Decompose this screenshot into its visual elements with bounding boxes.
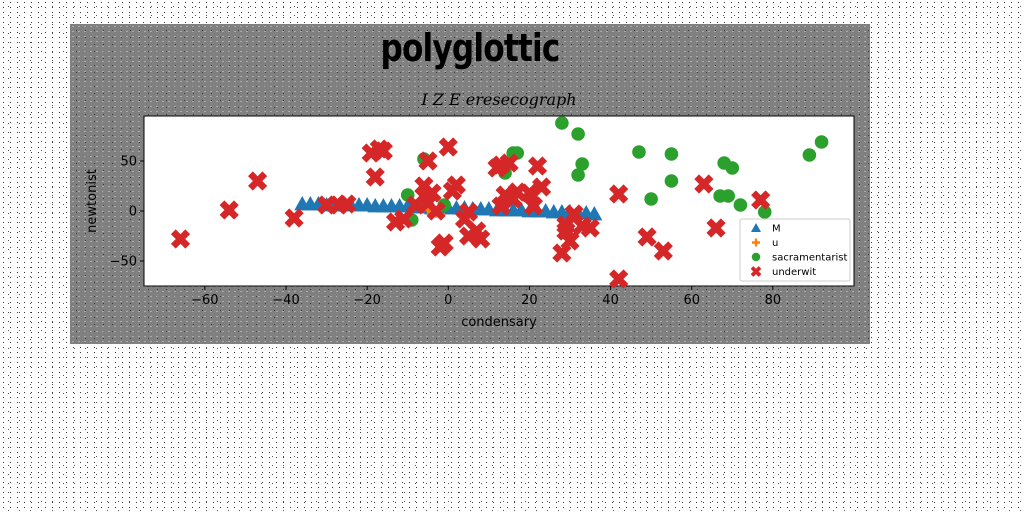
chart-title: I Z E eresecograph xyxy=(421,90,577,109)
figure-suptitle: polyglottic xyxy=(380,26,560,70)
y-tick-label-2: 50 xyxy=(120,155,137,170)
data-point-underwit-50 xyxy=(637,227,657,247)
data-point-underwit-3 xyxy=(284,208,304,228)
x-tick-label-0: −60 xyxy=(191,293,218,308)
x-tick-label-1: −40 xyxy=(272,293,299,308)
x-tick-label-4: 20 xyxy=(521,293,538,308)
data-point-sacramentarist-2 xyxy=(575,157,589,171)
data-point-sacramentarist-12 xyxy=(664,147,679,161)
data-point-underwit-49 xyxy=(609,269,629,289)
legend-label-2: sacramentarist xyxy=(772,253,847,264)
legend-marker-1 xyxy=(752,238,760,247)
x-tick-label-3: 0 xyxy=(444,293,452,308)
data-point-sacramentarist-0 xyxy=(555,116,569,130)
data-point-underwit-53 xyxy=(706,218,726,238)
data-point-underwit-32 xyxy=(499,153,519,173)
data-marks xyxy=(170,116,829,289)
data-point-sacramentarist-16 xyxy=(725,161,740,175)
data-point-underwit-52 xyxy=(694,174,714,194)
data-point-underwit-34 xyxy=(491,196,511,216)
legend-label-3: underwit xyxy=(772,267,816,278)
data-point-underwit-19 xyxy=(406,195,426,215)
legend: Mu sacramentarist underwit xyxy=(739,218,851,282)
data-point-underwit-26 xyxy=(434,233,454,253)
data-point-underwit-9 xyxy=(373,141,393,161)
data-point-underwit-2 xyxy=(248,171,268,191)
data-point-underwit-38 xyxy=(523,196,544,216)
scatter-chart: −60 −40 −20 0 20 40 60 80 −50 0 50 condensary newt… xyxy=(85,115,855,330)
data-point-underwit-14 xyxy=(418,151,438,171)
x-tick-label-5: 40 xyxy=(602,293,619,308)
data-point-underwit-36 xyxy=(503,189,523,209)
data-point-underwit-12 xyxy=(394,209,414,229)
data-point-underwit-1 xyxy=(219,200,239,220)
data-point-underwit-6 xyxy=(337,194,357,214)
y-tick-label-1: 0 xyxy=(129,205,137,220)
data-point-underwit-20 xyxy=(426,201,446,221)
data-point-sacramentarist-20 xyxy=(757,205,772,219)
data-point-sacramentarist-19 xyxy=(713,189,727,203)
data-point-underwit-21 xyxy=(438,137,458,157)
data-point-underwit-51 xyxy=(653,241,673,261)
data-point-underwit-48 xyxy=(609,184,629,204)
x-axis-label: condensary xyxy=(461,315,537,330)
data-point-underwit-39 xyxy=(527,156,548,176)
legend-marker-0 xyxy=(751,223,761,232)
legend-box xyxy=(739,218,851,282)
x-tick-label-2: −20 xyxy=(353,293,380,308)
data-point-underwit-23 xyxy=(446,175,466,195)
data-point-underwit-54 xyxy=(751,190,771,210)
x-tick-label-7: 80 xyxy=(765,293,782,308)
y-tick-label-0: −50 xyxy=(110,255,137,270)
data-point-underwit-44 xyxy=(552,243,572,263)
y-axis-label: newtonist xyxy=(85,169,100,233)
data-point-underwit-25 xyxy=(454,209,475,229)
data-point-sacramentarist-21 xyxy=(802,148,817,162)
axes: −60 −40 −20 0 20 40 60 80 −50 0 50 xyxy=(110,155,782,309)
data-point-underwit-0 xyxy=(170,229,191,249)
data-point-sacramentarist-22 xyxy=(814,135,829,149)
legend-label-1: u xyxy=(772,238,778,249)
data-point-sacramentarist-11 xyxy=(632,145,646,159)
data-point-sacramentarist-14 xyxy=(644,192,658,206)
data-point-underwit-37 xyxy=(519,183,540,203)
data-point-sacramentarist-13 xyxy=(664,174,679,188)
data-point-sacramentarist-18 xyxy=(733,198,748,212)
data-point-underwit-29 xyxy=(471,229,491,249)
legend-marker-2 xyxy=(751,252,761,262)
x-tick-label-6: 60 xyxy=(683,293,700,308)
data-point-underwit-47 xyxy=(580,218,600,238)
data-point-underwit-10 xyxy=(365,167,385,187)
legend-marker-3 xyxy=(750,266,762,277)
data-point-m-36 xyxy=(586,206,603,221)
data-point-underwit-40 xyxy=(532,177,552,197)
legend-label-0: M xyxy=(772,224,781,235)
figure-canvas: polyglottic I Z E eresecograph −60 −40 −20… xyxy=(70,24,870,344)
data-point-sacramentarist-3 xyxy=(571,168,585,182)
data-point-sacramentarist-1 xyxy=(571,127,585,141)
